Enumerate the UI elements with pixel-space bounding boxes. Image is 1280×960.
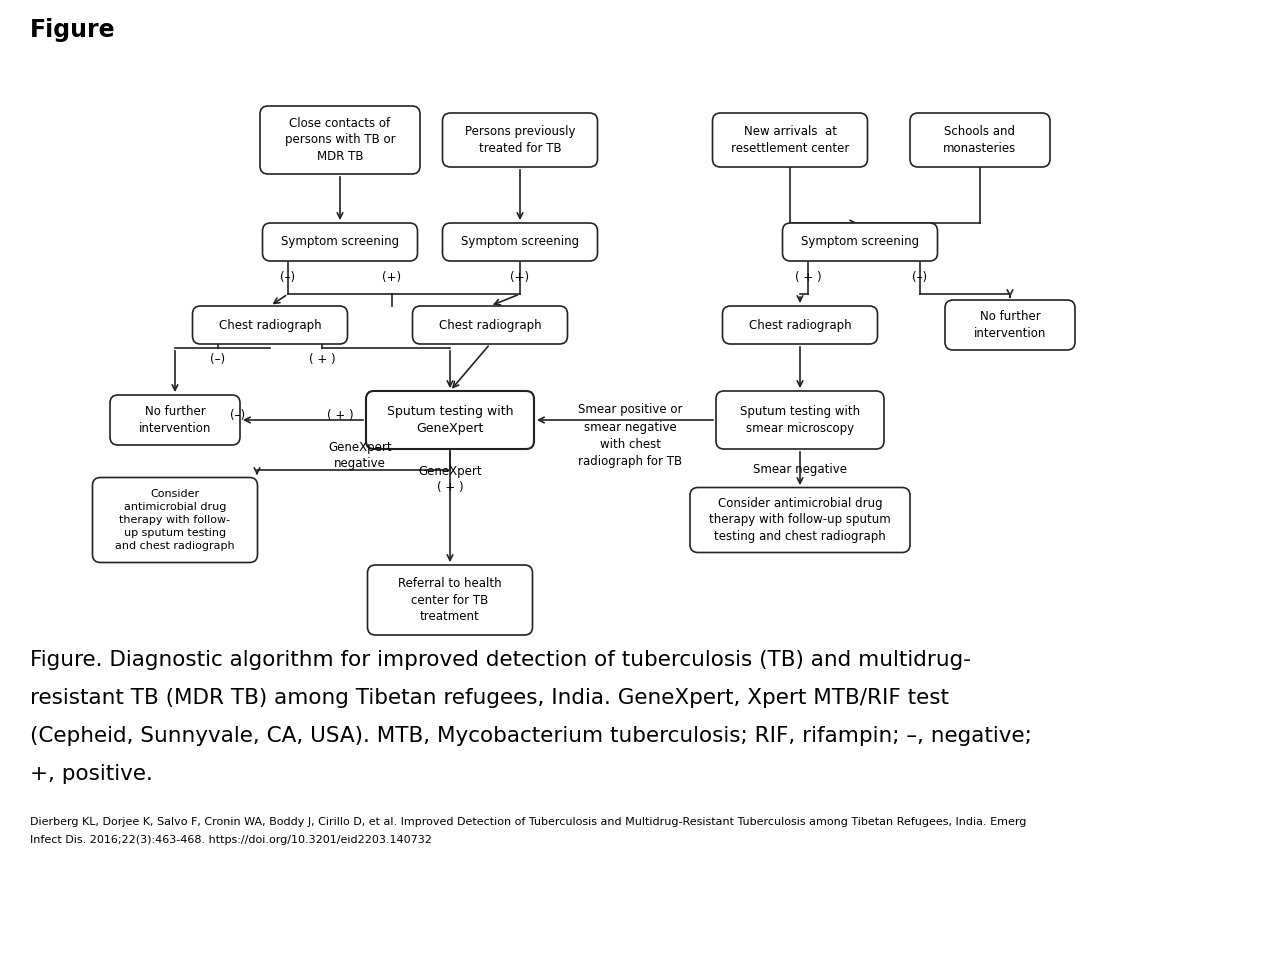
FancyBboxPatch shape [412,306,567,344]
FancyBboxPatch shape [716,391,884,449]
FancyBboxPatch shape [945,300,1075,350]
Text: Consider
antimicrobial drug
therapy with follow-
up sputum testing
and chest rad: Consider antimicrobial drug therapy with… [115,490,234,551]
Text: Close contacts of
persons with TB or
MDR TB: Close contacts of persons with TB or MDR… [284,117,396,163]
FancyBboxPatch shape [690,488,910,553]
Text: (Cepheid, Sunnyvale, CA, USA). MTB, Mycobacterium tuberculosis; RIF, rifampin; –: (Cepheid, Sunnyvale, CA, USA). MTB, Myco… [29,726,1032,746]
Text: smear negative: smear negative [584,420,676,434]
Text: Chest radiograph: Chest radiograph [219,319,321,331]
FancyBboxPatch shape [192,306,347,344]
FancyBboxPatch shape [443,223,598,261]
Text: (–): (–) [280,271,296,283]
Text: Figure: Figure [29,18,115,42]
Text: GeneXpert
negative: GeneXpert negative [328,441,392,469]
Text: GeneXpert
( + ): GeneXpert ( + ) [419,466,481,494]
Text: No further
intervention: No further intervention [138,405,211,435]
FancyBboxPatch shape [92,477,257,563]
FancyBboxPatch shape [366,391,534,449]
FancyBboxPatch shape [722,306,878,344]
Text: New arrivals  at
resettlement center: New arrivals at resettlement center [731,125,849,155]
Text: (+): (+) [383,271,402,283]
FancyBboxPatch shape [443,113,598,167]
FancyBboxPatch shape [910,113,1050,167]
Text: No further
intervention: No further intervention [974,310,1046,340]
Text: Sputum testing with
smear microscopy: Sputum testing with smear microscopy [740,405,860,435]
Text: (+): (+) [511,271,530,283]
Text: ( + ): ( + ) [308,353,335,367]
Text: Symptom screening: Symptom screening [280,235,399,249]
Text: Schools and
monasteries: Schools and monasteries [943,125,1016,155]
Text: Infect Dis. 2016;22(3):463-468. https://doi.org/10.3201/eid2203.140732: Infect Dis. 2016;22(3):463-468. https://… [29,835,431,845]
Text: Symptom screening: Symptom screening [461,235,579,249]
FancyBboxPatch shape [262,223,417,261]
Text: Referral to health
center for TB
treatment: Referral to health center for TB treatme… [398,577,502,623]
Text: (–): (–) [913,271,928,283]
Text: Chest radiograph: Chest radiograph [749,319,851,331]
Text: Smear negative: Smear negative [753,464,847,476]
FancyBboxPatch shape [260,106,420,174]
Text: Persons previously
treated for TB: Persons previously treated for TB [465,125,575,155]
Text: (–): (–) [210,353,225,367]
Text: Dierberg KL, Dorjee K, Salvo F, Cronin WA, Boddy J, Cirillo D, et al. Improved D: Dierberg KL, Dorjee K, Salvo F, Cronin W… [29,817,1027,827]
FancyBboxPatch shape [367,565,532,635]
FancyBboxPatch shape [782,223,937,261]
Text: Consider antimicrobial drug
therapy with follow-up sputum
testing and chest radi: Consider antimicrobial drug therapy with… [709,497,891,543]
Text: +, positive.: +, positive. [29,764,152,784]
Text: with chest: with chest [599,438,660,450]
Text: Figure. Diagnostic algorithm for improved detection of tuberculosis (TB) and mul: Figure. Diagnostic algorithm for improve… [29,650,970,670]
Text: ( + ): ( + ) [326,409,353,421]
Text: ( + ): ( + ) [795,271,822,283]
Text: radiograph for TB: radiograph for TB [579,454,682,468]
FancyBboxPatch shape [110,395,241,445]
FancyBboxPatch shape [713,113,868,167]
Text: Symptom screening: Symptom screening [801,235,919,249]
Text: resistant TB (MDR TB) among Tibetan refugees, India. GeneXpert, Xpert MTB/RIF te: resistant TB (MDR TB) among Tibetan refu… [29,688,948,708]
Text: Chest radiograph: Chest radiograph [439,319,541,331]
Text: (–): (–) [230,409,246,421]
Text: Sputum testing with
GeneXpert: Sputum testing with GeneXpert [387,405,513,435]
Text: Smear positive or: Smear positive or [577,403,682,417]
